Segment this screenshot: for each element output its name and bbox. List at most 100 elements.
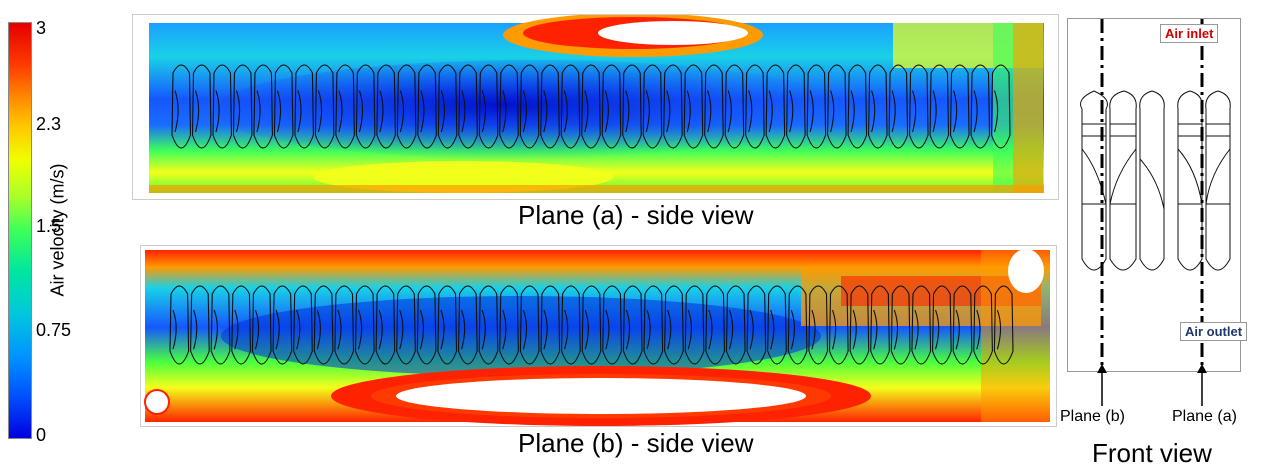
bag-outline	[808, 285, 829, 365]
bag-outline	[417, 64, 437, 149]
air-inlet-label: Air inlet	[1160, 24, 1219, 43]
bag-outline	[873, 309, 878, 350]
bag-outline	[440, 90, 446, 133]
bag-outline	[622, 285, 643, 365]
bag-outline	[314, 64, 335, 149]
bag-outline	[929, 64, 950, 149]
bag-outline	[849, 285, 870, 365]
bag-outline	[707, 90, 712, 133]
bag-outline	[602, 285, 622, 365]
bag-outline	[317, 90, 323, 133]
bag-outline	[704, 64, 724, 149]
colorbar-tick-3: 3	[36, 18, 47, 38]
bag-outline	[171, 64, 192, 149]
bag-outline	[234, 309, 239, 350]
bag-outline	[193, 309, 198, 350]
bag-outline	[765, 64, 786, 149]
bag-outline	[478, 285, 499, 365]
bag-outline	[522, 309, 528, 350]
bag-outline	[169, 285, 190, 365]
bag-outline	[909, 64, 929, 149]
front-view-drawing	[1080, 19, 1231, 371]
plane-a-label: Plane (a)	[1172, 408, 1237, 425]
bag-outline	[354, 285, 375, 365]
arrow-up-icon	[1197, 364, 1207, 373]
colorbar-tick-0: 0	[36, 425, 47, 445]
bag-outline	[787, 285, 808, 365]
bag-outline	[396, 285, 416, 365]
arrow-up-icon	[1097, 364, 1107, 373]
bag-outline	[232, 64, 253, 149]
bag-outline	[519, 64, 540, 149]
bag-outline	[847, 64, 868, 149]
bag-outline	[478, 64, 499, 149]
bag-outline	[990, 64, 1011, 149]
bag-outline	[727, 90, 732, 133]
bag-outline	[831, 309, 837, 350]
bag-outline	[522, 90, 527, 133]
panel-a-contour	[149, 13, 1044, 193]
bag-outline	[581, 64, 601, 149]
air-outlet-label: Air outlet	[1180, 322, 1248, 341]
bag-outline	[355, 64, 376, 149]
bag-outline	[481, 90, 486, 133]
bag-outline	[272, 285, 293, 365]
bag-outline	[625, 309, 631, 350]
panel-a-caption: Plane (a) - side view	[518, 200, 754, 230]
bag-outline	[993, 285, 1014, 365]
bag-outline	[212, 64, 233, 149]
bag-outline	[458, 64, 478, 149]
bag-outline	[543, 309, 548, 350]
bag-outline	[376, 64, 396, 149]
bag-outline	[276, 90, 282, 133]
plane-b-label: Plane (b)	[1060, 408, 1125, 425]
bag-outline	[664, 285, 684, 365]
bag-outline	[786, 64, 806, 149]
bag-outline	[337, 309, 342, 350]
panel-b-contour	[144, 249, 1050, 426]
bag-outline	[335, 64, 355, 149]
bag-outline	[313, 285, 334, 365]
bag-outline	[622, 64, 642, 149]
bag-outline	[850, 90, 855, 133]
bag-outline	[683, 64, 704, 149]
bag-outline	[190, 285, 210, 365]
air-outlet-text: Air outlet	[1185, 324, 1243, 339]
bag-outline	[172, 309, 177, 350]
bag-outline	[949, 64, 970, 149]
bag-outline	[461, 309, 466, 350]
colorbar-tick-1-5: 1.5	[36, 216, 62, 236]
bag-outline	[912, 90, 917, 133]
bag-outline	[437, 285, 458, 365]
front-view-box	[1067, 18, 1241, 372]
bag-outline	[215, 90, 220, 133]
bag-outline	[667, 309, 672, 350]
bag-outline	[379, 90, 384, 133]
bag-outline	[275, 309, 280, 350]
bag-outline	[809, 90, 814, 133]
bag-outline	[519, 285, 540, 365]
bag-outline	[625, 90, 630, 133]
bag-outline	[891, 90, 896, 133]
bag-outline	[399, 90, 405, 133]
bag-outline	[210, 285, 231, 365]
bag-outline	[416, 285, 437, 365]
panel-b-caption: Plane (b) - side view	[518, 428, 754, 458]
colorbar	[8, 22, 32, 439]
bag-outline	[806, 64, 827, 149]
bag-outline	[687, 309, 692, 350]
bag-outline	[502, 90, 507, 133]
bag-outline	[396, 64, 417, 149]
bag-outline	[811, 309, 816, 350]
bag-outline	[191, 64, 212, 149]
bag-outline	[543, 90, 548, 133]
bag-outline	[790, 309, 795, 350]
bag-outline	[561, 285, 581, 365]
bag-outline	[768, 90, 773, 133]
bag-outline	[935, 309, 940, 350]
bag-outline	[338, 90, 343, 133]
bag-outline	[955, 309, 960, 350]
bag-outline	[686, 90, 691, 133]
bag-outline	[358, 90, 364, 133]
bag-outline	[420, 90, 425, 133]
